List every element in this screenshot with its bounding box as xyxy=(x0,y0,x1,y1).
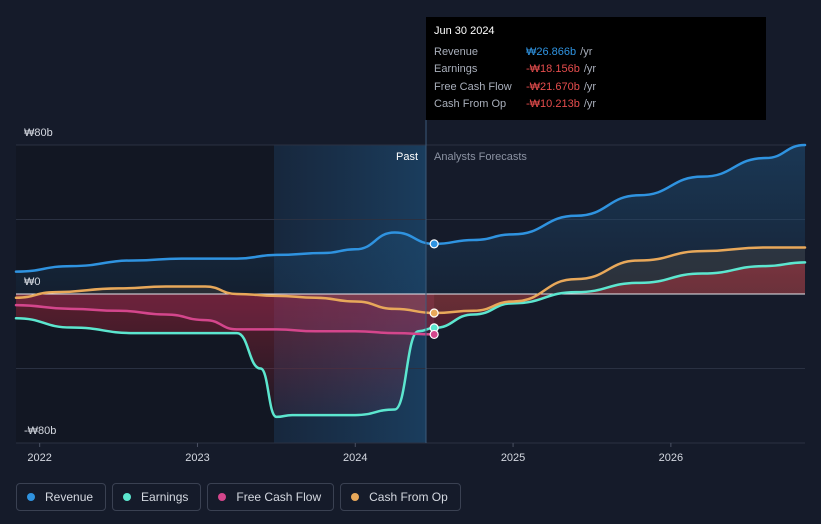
legend-label: Revenue xyxy=(45,490,94,504)
tooltip-label: Cash From Op xyxy=(434,98,507,111)
tooltip-date: Jun 30 2024 xyxy=(434,25,495,37)
legend-dot-icon xyxy=(123,493,132,501)
series-fills xyxy=(16,145,805,417)
hover-marker-2 xyxy=(429,329,439,340)
tooltip-label: Free Cash Flow xyxy=(434,80,512,93)
legend-item-free-cash-flow[interactable]: Free Cash Flow xyxy=(207,483,335,511)
series-fill-0 xyxy=(16,145,805,294)
hover-marker-3 xyxy=(429,308,439,318)
x-tick-label: 2025 xyxy=(501,452,525,464)
tooltip-row: Earnings -₩18.156b/yr xyxy=(434,61,758,79)
y-tick-label: -₩80b xyxy=(24,425,56,437)
legend-dot-icon xyxy=(218,493,227,501)
forecast-label: Analysts Forecasts xyxy=(434,151,527,163)
x-tick-label: 2022 xyxy=(27,452,51,464)
tooltip-unit: /yr xyxy=(583,80,597,93)
series-lines xyxy=(14,143,807,419)
tooltip-value: -₩10.213b xyxy=(526,98,580,111)
legend-dot-icon xyxy=(27,493,35,501)
series-fill-3 xyxy=(16,247,805,313)
series-line-2 xyxy=(14,303,436,336)
legend-label: Cash From Op xyxy=(369,490,448,504)
tooltip-row: Free Cash Flow -₩21.670b/yr xyxy=(434,78,758,96)
series-fill-2 xyxy=(16,294,435,335)
legend-dot-icon xyxy=(351,493,360,501)
x-tick-label: 2024 xyxy=(343,452,367,464)
legend-label: Earnings xyxy=(141,490,189,504)
tooltip-value: -₩21.670b xyxy=(526,80,580,93)
tooltip-unit: /yr xyxy=(583,63,597,76)
y-tick-label: ₩80b xyxy=(24,127,53,139)
legend: Revenue Earnings Free Cash Flow Cash From O… xyxy=(16,483,461,511)
tooltip-row: Revenue ₩26.866b/yr xyxy=(434,43,758,61)
tooltip-label: Earnings xyxy=(434,63,478,76)
hover-markers xyxy=(429,239,439,340)
tooltip-row: Cash From Op -₩10.213b/yr xyxy=(434,96,758,114)
tooltip-label: Revenue xyxy=(434,45,479,58)
series-fill-1 xyxy=(16,262,805,417)
tooltip-value: ₩26.866b xyxy=(526,45,577,58)
series-line-3 xyxy=(14,246,807,315)
legend-label: Free Cash Flow xyxy=(236,490,322,504)
tooltip-unit: /yr xyxy=(580,45,593,58)
past-label: Past xyxy=(396,151,418,163)
series-line-0 xyxy=(14,143,807,273)
hover-marker-0 xyxy=(429,239,439,249)
tooltip-unit: /yr xyxy=(583,98,597,111)
legend-item-cash-from-op[interactable]: Cash From Op xyxy=(340,483,461,511)
x-tick-label: 2023 xyxy=(185,452,209,464)
y-tick-label: ₩0 xyxy=(24,276,41,288)
tooltip-value: -₩18.156b xyxy=(526,63,580,76)
legend-item-earnings[interactable]: Earnings xyxy=(112,483,202,511)
x-tick-label: 2026 xyxy=(659,452,683,464)
x-axis-labels: 2022 2023 2024 2025 2026 xyxy=(27,443,683,464)
y-axis-labels: ₩80b ₩0 -₩80b xyxy=(24,127,56,437)
legend-item-revenue[interactable]: Revenue xyxy=(16,483,107,511)
tooltip: Jun 30 2024 Revenue ₩26.866b/yr Earnings -₩… xyxy=(426,17,766,120)
series-line-1 xyxy=(14,261,807,419)
